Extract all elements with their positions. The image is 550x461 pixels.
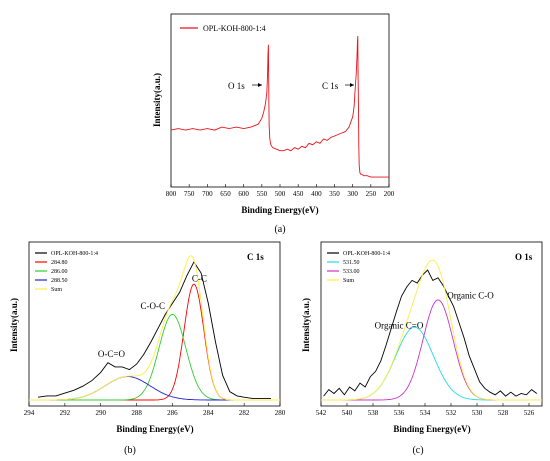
panel-a-x-ticks: 800 750 700 650 600 550 500 450 400 350 300 250 200: [166, 184, 395, 198]
panel-c-series: [321, 259, 542, 401]
x-tick-label: 536: [394, 409, 405, 417]
panel-c-annotations: Organic C=O Organic C-O: [375, 291, 495, 331]
panel-b: 294 292 290 288 286 284 282 280 OPL-KOH-800-1:4…: [9, 241, 286, 456]
series-line-0: [37, 261, 271, 400]
annotation-o1s: O 1s: [228, 81, 262, 91]
x-tick-label: 400: [311, 190, 322, 198]
legend-label: 531.50: [343, 260, 360, 266]
x-tick-label: 300: [347, 190, 358, 198]
x-tick-label: 292: [60, 409, 71, 417]
panel-c: 542 540 538 536 534 532 530 528 526 OPL-KOH-800-…: [301, 241, 543, 456]
series-line-2: [29, 313, 280, 401]
x-tick-label: 800: [166, 190, 177, 198]
series-line-0: [323, 269, 538, 397]
panel-a-xlabel: Binding Energy(eV): [241, 205, 318, 215]
series-line-2: [321, 299, 542, 401]
panel-b-label: (b): [124, 445, 136, 456]
peak-annotation: O-C=O: [98, 349, 126, 359]
peak-annotation: C-O-C: [140, 301, 165, 311]
panel-a-legend: OPL-KOH-800-1:4: [180, 24, 266, 33]
x-tick-label: 280: [275, 409, 286, 417]
annotation-c1s: C 1s: [322, 81, 354, 91]
peak-annotation: C-C: [192, 273, 207, 283]
panel-c-title: O 1s: [515, 252, 533, 262]
panel-b-legend: OPL-KOH-800-1:4 284.80 286.00 288.50 Sum: [35, 251, 98, 293]
panel-c-x-ticks: 542 540 538 536 534 532 530 528 526: [316, 403, 535, 417]
x-tick-label: 288: [131, 409, 142, 417]
panel-b-ylabel: Intensity(a.u.): [9, 298, 19, 352]
legend-label: 288.50: [51, 278, 68, 284]
x-tick-label: 538: [368, 409, 379, 417]
annotation-c1s-label: C 1s: [322, 81, 339, 91]
x-tick-label: 540: [342, 409, 353, 417]
panel-c-xlabel: Binding Energy(eV): [393, 424, 470, 434]
x-tick-label: 530: [472, 409, 483, 417]
series-line-3: [321, 259, 542, 401]
series-line-1: [321, 326, 542, 401]
peak-annotation: Organic C=O: [375, 321, 424, 331]
x-tick-label: 526: [524, 409, 535, 417]
x-tick-label: 534: [420, 409, 431, 417]
legend-label: 284.80: [51, 260, 68, 266]
legend-label-survey: OPL-KOH-800-1:4: [203, 24, 266, 33]
x-tick-label: 286: [167, 409, 178, 417]
x-tick-label: 294: [24, 409, 35, 417]
panel-c-frame: [320, 241, 543, 407]
annotation-o1s-label: O 1s: [228, 81, 245, 91]
legend-label: 533.00: [343, 269, 360, 275]
panel-b-series: [29, 255, 280, 401]
x-tick-label: 200: [384, 190, 395, 198]
legend-label: Sum: [51, 287, 62, 293]
legend-label: OPL-KOH-800-1:4: [51, 251, 98, 257]
panel-c-label: (c): [412, 445, 423, 456]
x-tick-label: 450: [293, 190, 304, 198]
x-tick-label: 532: [446, 409, 457, 417]
panel-a-frame: [170, 13, 390, 188]
x-tick-label: 528: [498, 409, 509, 417]
x-tick-label: 600: [238, 190, 249, 198]
annotation-o1s-arrowhead: [258, 83, 262, 87]
x-tick-label: 350: [329, 190, 340, 198]
x-tick-label: 500: [275, 190, 286, 198]
x-tick-label: 750: [184, 190, 195, 198]
x-tick-label: 700: [202, 190, 213, 198]
peak-annotation: Organic C-O: [447, 291, 494, 301]
x-tick-label: 290: [95, 409, 106, 417]
panel-b-x-ticks: 294 292 290 288 286 284 282 280: [24, 403, 286, 417]
panel-b-xlabel: Binding Energy(eV): [116, 424, 193, 434]
x-tick-label: 650: [220, 190, 231, 198]
x-tick-label: 250: [366, 190, 377, 198]
annotation-c1s-arrowhead: [350, 83, 354, 87]
x-tick-label: 542: [316, 409, 327, 417]
legend-label: Sum: [343, 278, 354, 284]
panel-b-frame: [28, 241, 281, 407]
legend-label: 286.00: [51, 269, 68, 275]
panel-a-label: (a): [274, 224, 285, 235]
panel-c-ylabel: Intensity(a.u.): [301, 298, 311, 352]
series-line-0: [170, 35, 389, 178]
x-tick-label: 284: [203, 409, 214, 417]
panel-a-series: [170, 35, 389, 178]
legend-label: OPL-KOH-800-1:4: [343, 251, 390, 257]
panel-a-ylabel: Intensity(a.u.): [152, 73, 162, 127]
x-tick-label: 550: [257, 190, 268, 198]
panel-a: 800 750 700 650 600 550 500 450 400 350 300 250 200 …: [152, 13, 395, 235]
panel-b-annotations: C-C C-O-C O-C=O: [98, 273, 207, 359]
panel-b-title: C 1s: [247, 252, 264, 262]
series-line-4: [29, 255, 280, 401]
panel-c-legend: OPL-KOH-800-1:4 531.50 533.00 Sum: [327, 251, 390, 284]
x-tick-label: 282: [239, 409, 250, 417]
